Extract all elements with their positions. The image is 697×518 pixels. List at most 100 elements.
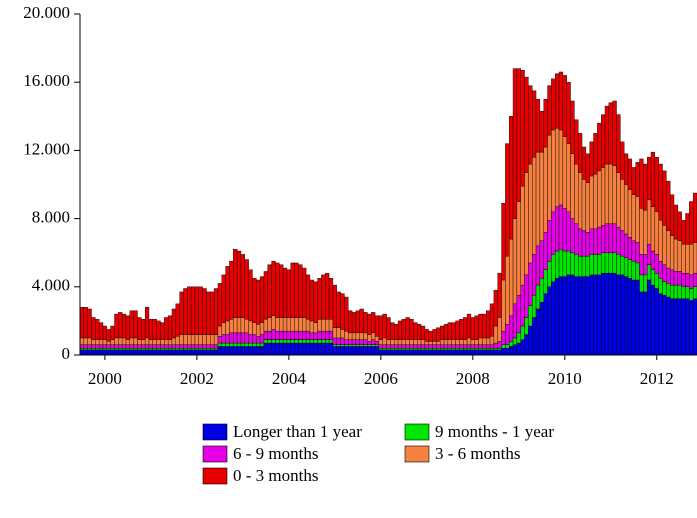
bar-segment — [256, 336, 261, 344]
bar-segment — [428, 344, 433, 349]
bar-segment — [666, 283, 671, 298]
bar-segment — [581, 276, 587, 356]
bar-segment — [413, 344, 418, 349]
bar-segment — [286, 317, 291, 332]
bar-segment — [275, 330, 280, 340]
bar-segment — [206, 334, 211, 345]
bar-segment — [654, 272, 659, 289]
bar-segment — [217, 346, 222, 356]
bar-segment — [516, 201, 521, 296]
bar-segment — [194, 349, 200, 356]
bar-segment — [692, 242, 697, 274]
bar-segment — [627, 278, 633, 356]
bar-segment — [474, 344, 479, 349]
bar-segment — [175, 347, 180, 351]
bar-segment — [566, 250, 571, 276]
bar-segment — [417, 349, 422, 356]
bar-segment — [639, 208, 644, 255]
y-tick-label: 8.000 — [32, 208, 70, 227]
bar-segment — [156, 339, 161, 345]
bar-segment — [290, 317, 295, 332]
bar-segment — [558, 129, 564, 206]
bar-segment — [620, 230, 625, 257]
bar-segment — [129, 337, 134, 345]
bar-segment — [551, 211, 556, 255]
bar-segment — [290, 339, 295, 344]
bar-segment — [302, 330, 307, 340]
bar-segment — [328, 342, 334, 356]
bar-segment — [658, 163, 663, 221]
bar-segment — [259, 322, 265, 335]
bar-segment — [233, 346, 238, 356]
bar-segment — [440, 347, 445, 351]
bar-segment — [635, 279, 640, 356]
bar-segment — [570, 153, 575, 219]
bar-segment — [91, 349, 96, 356]
bar-segment — [489, 347, 495, 351]
bar-segment — [225, 346, 230, 356]
bar-segment — [562, 75, 567, 137]
bar-segment — [593, 174, 598, 230]
bar-segment — [451, 322, 456, 340]
bar-segment — [474, 347, 479, 351]
bar-segment — [620, 141, 625, 180]
bar-segment — [420, 347, 426, 351]
bar-segment — [654, 211, 659, 255]
bar-segment — [501, 203, 506, 281]
bar-segment — [114, 337, 119, 345]
bar-segment — [405, 347, 410, 351]
bar-segment — [282, 267, 288, 318]
bar-segment — [623, 276, 629, 356]
bar-segment — [213, 344, 219, 349]
bar-segment — [524, 334, 529, 356]
bar-segment — [631, 194, 636, 241]
bar-segment — [351, 312, 357, 334]
bar-segment — [95, 318, 100, 340]
bar-segment — [344, 344, 349, 347]
bar-segment — [217, 342, 222, 347]
bar-segment — [382, 344, 387, 349]
bar-segment — [305, 318, 311, 332]
bar-segment — [221, 334, 226, 344]
bar-segment — [428, 347, 433, 351]
bar-segment — [420, 339, 426, 345]
bar-segment — [528, 85, 533, 165]
bar-segment — [577, 276, 583, 356]
bar-segment — [577, 133, 583, 173]
bar-segment — [654, 157, 659, 212]
bar-segment — [612, 100, 617, 166]
bar-segment — [386, 339, 391, 345]
bar-segment — [394, 344, 399, 349]
bar-segment — [332, 346, 337, 356]
bar-segment — [509, 238, 514, 316]
bar-segment — [114, 313, 119, 339]
bar-segment — [83, 337, 88, 345]
bar-segment — [447, 349, 452, 356]
bar-segment — [577, 228, 583, 257]
bar-segment — [160, 339, 165, 345]
bar-segment — [466, 337, 472, 345]
bar-segment — [298, 342, 303, 356]
bar-segment — [298, 317, 303, 332]
bar-segment — [121, 349, 127, 356]
bar-segment — [639, 158, 644, 209]
bar-segment — [125, 315, 131, 340]
bar-segment — [539, 278, 544, 303]
bar-segment — [187, 334, 192, 345]
bar-segment — [486, 310, 491, 339]
bar-segment — [424, 341, 429, 345]
bar-segment — [129, 344, 134, 349]
bar-segment — [600, 252, 606, 274]
bar-segment — [87, 349, 92, 356]
bar-segment — [543, 232, 548, 270]
bar-segment — [332, 327, 337, 339]
bar-segment — [482, 337, 487, 345]
bar-segment — [420, 325, 426, 340]
bar-segment — [666, 180, 671, 231]
bar-segment — [654, 288, 659, 356]
bar-segment — [141, 349, 146, 356]
bar-segment — [608, 102, 613, 165]
bar-segment — [543, 293, 548, 356]
bar-segment — [631, 279, 636, 356]
bar-segment — [401, 344, 406, 349]
